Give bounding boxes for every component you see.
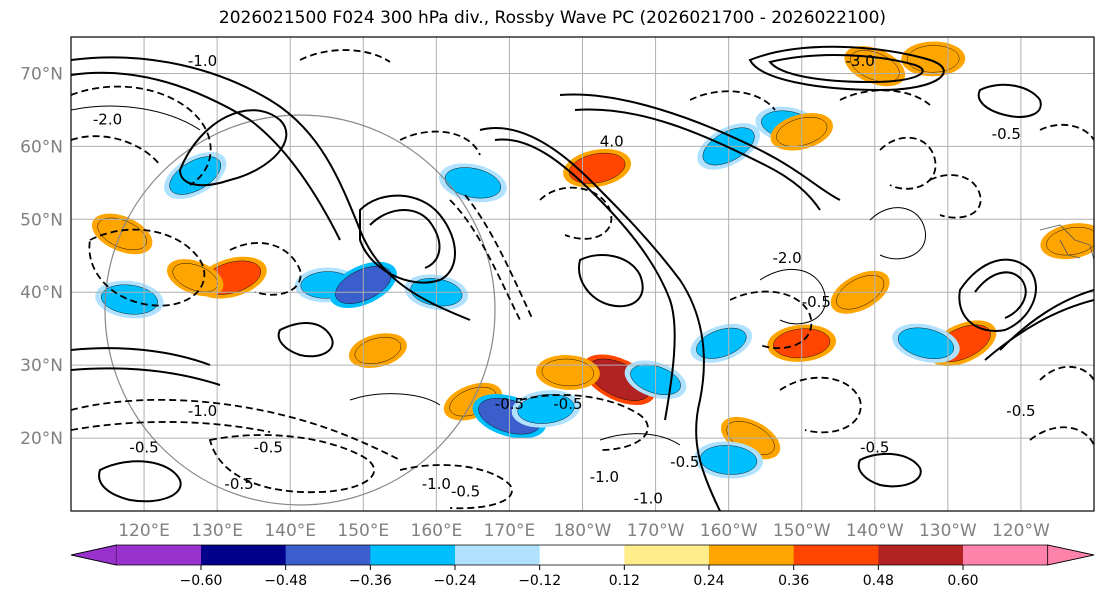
- colorbar-tick-label: −0.48: [264, 573, 307, 589]
- lon-tick-label: 140°E: [264, 521, 316, 541]
- contour-label: -1.0: [634, 490, 663, 508]
- lon-tick-label: 180°W: [554, 521, 612, 541]
- colorbar-box: [539, 545, 625, 565]
- contour-label: -1.0: [188, 402, 217, 420]
- lon-tick-label: 140°W: [846, 521, 904, 541]
- colorbar-box: [793, 545, 879, 565]
- lat-tick-label: 30°N: [20, 356, 63, 376]
- colorbar-tick-label: −0.36: [349, 573, 392, 589]
- contour-label: -1.0: [188, 52, 217, 70]
- longitude-labels: 120°E 130°E 140°E 150°E 160°E 170°E 180°W 170°W…: [118, 521, 1050, 541]
- colorbar-box: [455, 545, 541, 565]
- reference-circle: [104, 114, 496, 506]
- lon-tick-label: 130°E: [191, 521, 243, 541]
- lon-tick-label: 160°E: [411, 521, 463, 541]
- contour-label: -2.0: [772, 249, 801, 267]
- colorbar-box: [963, 545, 1048, 565]
- contour-label: -0.5: [451, 482, 480, 500]
- contour-label: -3.0: [846, 52, 875, 70]
- latitude-labels: 20°N 30°N 40°N 50°N 60°N 70°N: [20, 64, 63, 449]
- shade-region: [568, 152, 626, 184]
- lat-tick-label: 20°N: [20, 429, 63, 449]
- colorbar-box: [709, 545, 795, 565]
- contour-label: -0.5: [670, 453, 699, 471]
- contour-label: -0.5: [1006, 402, 1035, 420]
- contour-label: -0.5: [495, 395, 524, 413]
- negative-contours: [71, 49, 1094, 510]
- colorbar-tick-label: −0.60: [180, 573, 223, 589]
- colorbar-tick-label: −0.24: [434, 573, 477, 589]
- contour-label: -0.5: [129, 439, 158, 457]
- lon-tick-label: 150°E: [337, 521, 389, 541]
- shade-region: [354, 337, 402, 365]
- lon-tick-label: 130°W: [919, 521, 977, 541]
- colorbar-box: [624, 545, 710, 565]
- lat-tick-label: 50°N: [20, 210, 63, 230]
- lon-tick-label: 150°W: [773, 521, 831, 541]
- colorbar: −0.60 −0.48 −0.36 −0.24 −0.12 0.12 0.24 0.36 0.4…: [70, 544, 1095, 589]
- colorbar-box: [116, 545, 201, 565]
- lat-tick-label: 70°N: [20, 64, 63, 84]
- shade-region: [444, 167, 502, 199]
- colorbar-tick-label: 0.60: [947, 573, 978, 589]
- coastline: [1039, 224, 1094, 261]
- contour-label: -0.5: [553, 395, 582, 413]
- shade-region: [517, 394, 575, 424]
- colorbar-tick-label: −0.12: [518, 573, 561, 589]
- positive-contours: [71, 45, 1094, 511]
- lon-tick-label: 120°W: [992, 521, 1050, 541]
- contour-label: -1.0: [590, 468, 619, 486]
- colorbar-box: [370, 545, 456, 565]
- thin-contours: [71, 105, 926, 446]
- contour-label: -0.5: [254, 439, 283, 457]
- colorbar-tick-label: 0.36: [778, 573, 809, 589]
- colorbar-box: [201, 545, 287, 565]
- colorbar-extend-min: [70, 544, 117, 566]
- shade-region: [541, 358, 595, 387]
- lon-tick-label: 160°W: [700, 521, 758, 541]
- contour-label: -1.0: [422, 475, 451, 493]
- contour-label: 4.0: [600, 132, 624, 150]
- lon-tick-label: 120°E: [118, 521, 170, 541]
- shade-region: [907, 45, 960, 73]
- colorbar-tick-label: 0.48: [863, 573, 894, 589]
- colorbar-box: [878, 545, 964, 565]
- graticule: [71, 37, 1094, 511]
- contour-label: -0.5: [860, 439, 889, 457]
- colorbar-extend-max: [1047, 544, 1095, 566]
- contour-label: -2.0: [93, 111, 122, 129]
- shade-region: [97, 217, 147, 251]
- colorbar-box: [285, 545, 371, 565]
- contour-label: -0.5: [224, 475, 253, 493]
- colorbar-tick-label: 0.24: [693, 573, 724, 589]
- lon-tick-label: 170°E: [484, 521, 536, 541]
- lat-tick-label: 60°N: [20, 137, 63, 157]
- contour-label: -0.5: [992, 125, 1021, 143]
- map-title: 2026021500 F024 300 hPa div., Rossby Wav…: [218, 8, 887, 28]
- shade-region: [1046, 227, 1094, 256]
- contour-labels: -1.0-2.0-1.0-0.5-0.5-1.0-0.5-0.5-1.0-0.5…: [93, 52, 1036, 508]
- lon-tick-label: 170°W: [627, 521, 685, 541]
- map-frame: [70, 36, 1095, 512]
- colorbar-tick-label: 0.12: [609, 573, 640, 589]
- shade-region: [897, 327, 954, 359]
- lat-tick-label: 40°N: [20, 283, 63, 303]
- colorbar-outline: [70, 544, 1095, 566]
- contour-label: -0.5: [802, 293, 831, 311]
- shade-region: [696, 327, 747, 359]
